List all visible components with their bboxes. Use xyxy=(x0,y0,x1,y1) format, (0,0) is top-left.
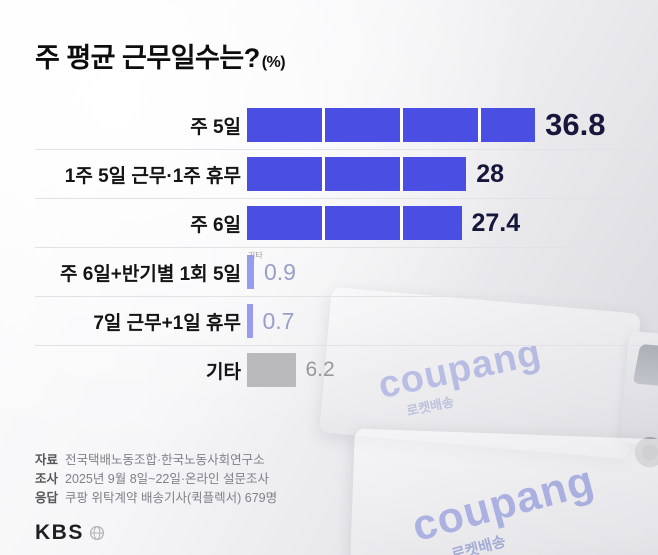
chart-row: 1주 5일 근무·1주 휴무 28 xyxy=(35,150,640,199)
kbs-logo: KBS xyxy=(35,521,648,545)
bar xyxy=(247,255,254,289)
respondents-row: 응답 쿠팡 위탁계약 배송기사(퀵플렉서) 679명 xyxy=(35,489,648,508)
chart-row: 7일 근무+1일 휴무 0.7 xyxy=(35,297,640,346)
category-label: 1주 5일 근무·1주 휴무 xyxy=(64,165,241,187)
value-label: 36.8 xyxy=(545,107,606,142)
respondents-text: 쿠팡 위탁계약 배송기사(퀵플렉서) 679명 xyxy=(65,491,278,505)
bar-area: 36.8 xyxy=(247,107,640,143)
source-notes: 자료 전국택배노동조합·한국노동사회연구소 조사 2025년 9월 8일~22일·온… xyxy=(35,451,648,508)
bar xyxy=(247,304,253,338)
category-label: 주 6일+반기별 1회 5일 xyxy=(60,263,241,285)
value-label: 27.4 xyxy=(471,208,521,237)
unit-label: (%) xyxy=(261,54,286,71)
page-title: 주 평균 근무일수는? (%) xyxy=(35,36,648,75)
bar-area: 6.2 xyxy=(247,353,640,387)
source-row: 자료 전국택배노동조합·한국노동사회연구소 xyxy=(35,451,648,470)
bar-chart: 주 5일 36.8 1주 5일 근무·1주 휴무 28 주 6일 27.4 xyxy=(35,101,640,394)
chart-row: 주 6일 27.4 xyxy=(35,199,640,248)
globe-icon xyxy=(89,525,104,541)
bar xyxy=(247,108,536,142)
category-label: 주 6일 xyxy=(190,214,241,236)
bar-annotation: 기타 xyxy=(248,251,263,260)
chart-row: 기타 6.2 xyxy=(35,346,640,394)
kbs-logo-text: KBS xyxy=(35,521,84,544)
survey-row: 조사 2025년 9월 8일~22일·온라인 설문조사 xyxy=(35,470,648,489)
bar xyxy=(247,157,467,191)
value-label: 0.9 xyxy=(264,258,296,285)
title-text: 주 평균 근무일수는? xyxy=(35,43,260,73)
bar xyxy=(247,206,462,240)
chart-row: 주 6일+반기별 1회 5일 기타 0.9 xyxy=(35,248,640,297)
respondents-label: 응답 xyxy=(35,491,59,505)
source-label: 자료 xyxy=(35,453,59,467)
value-label: 0.7 xyxy=(262,307,295,334)
chart-row: 주 5일 36.8 xyxy=(35,101,640,150)
category-label: 기타 xyxy=(206,361,241,383)
category-label: 주 5일 xyxy=(190,116,241,138)
survey-label: 조사 xyxy=(35,472,59,486)
bar-area: 27.4 xyxy=(247,206,640,240)
bar-area: 0.7 xyxy=(247,304,640,338)
category-label: 7일 근무+1일 휴무 xyxy=(93,312,241,334)
survey-text: 2025년 9월 8일~22일·온라인 설문조사 xyxy=(65,472,270,486)
source-text: 전국택배노동조합·한국노동사회연구소 xyxy=(65,453,265,467)
value-label: 6.2 xyxy=(305,358,335,381)
bar-area: 28 xyxy=(247,157,640,191)
value-label: 28 xyxy=(476,159,504,188)
bar-area: 기타 0.9 xyxy=(247,251,640,289)
bar xyxy=(247,353,296,387)
